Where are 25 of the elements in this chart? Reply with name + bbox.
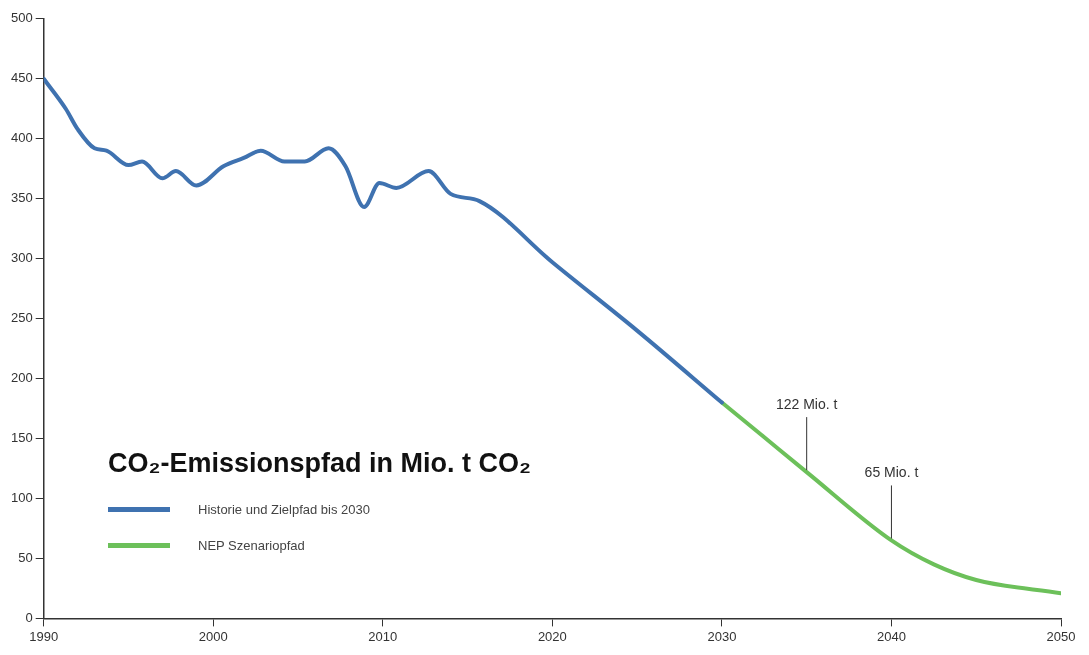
- y-tick-label: 0: [25, 609, 33, 625]
- x-tick-label: 1990: [29, 628, 59, 644]
- legend-label: Historie und Zielpfad bis 2030: [198, 501, 370, 517]
- y-tick-label: 50: [18, 550, 33, 566]
- annotation: 122 Mio. t: [775, 395, 838, 412]
- y-tick-label: 450: [10, 70, 33, 86]
- line-series: [43, 76, 724, 405]
- y-tick-label: 150: [10, 430, 33, 446]
- x-tick-label: 2030: [707, 628, 737, 644]
- y-tick-label: 350: [10, 190, 33, 206]
- x-tick-label: 2010: [368, 628, 398, 644]
- y-tick-label: 100: [10, 490, 33, 506]
- x-tick-label: 2040: [876, 628, 906, 644]
- text: CO₂-Emissionspfad in Mio. t CO₂: [108, 448, 532, 479]
- y-tick-label: 200: [10, 370, 33, 386]
- y-tick-label: 250: [10, 310, 33, 326]
- y-tick-label: 400: [10, 130, 33, 146]
- legend-label: NEP Szenariopfad: [198, 537, 305, 553]
- y-tick-label: 500: [10, 10, 33, 26]
- y-tick-label: 300: [10, 250, 33, 266]
- x-tick-label: 2000: [198, 628, 228, 644]
- x-tick-label: 2050: [1046, 628, 1076, 644]
- x-tick-label: 2020: [537, 628, 567, 644]
- annotation: 65 Mio. t: [864, 464, 919, 481]
- line-series: [719, 400, 1061, 596]
